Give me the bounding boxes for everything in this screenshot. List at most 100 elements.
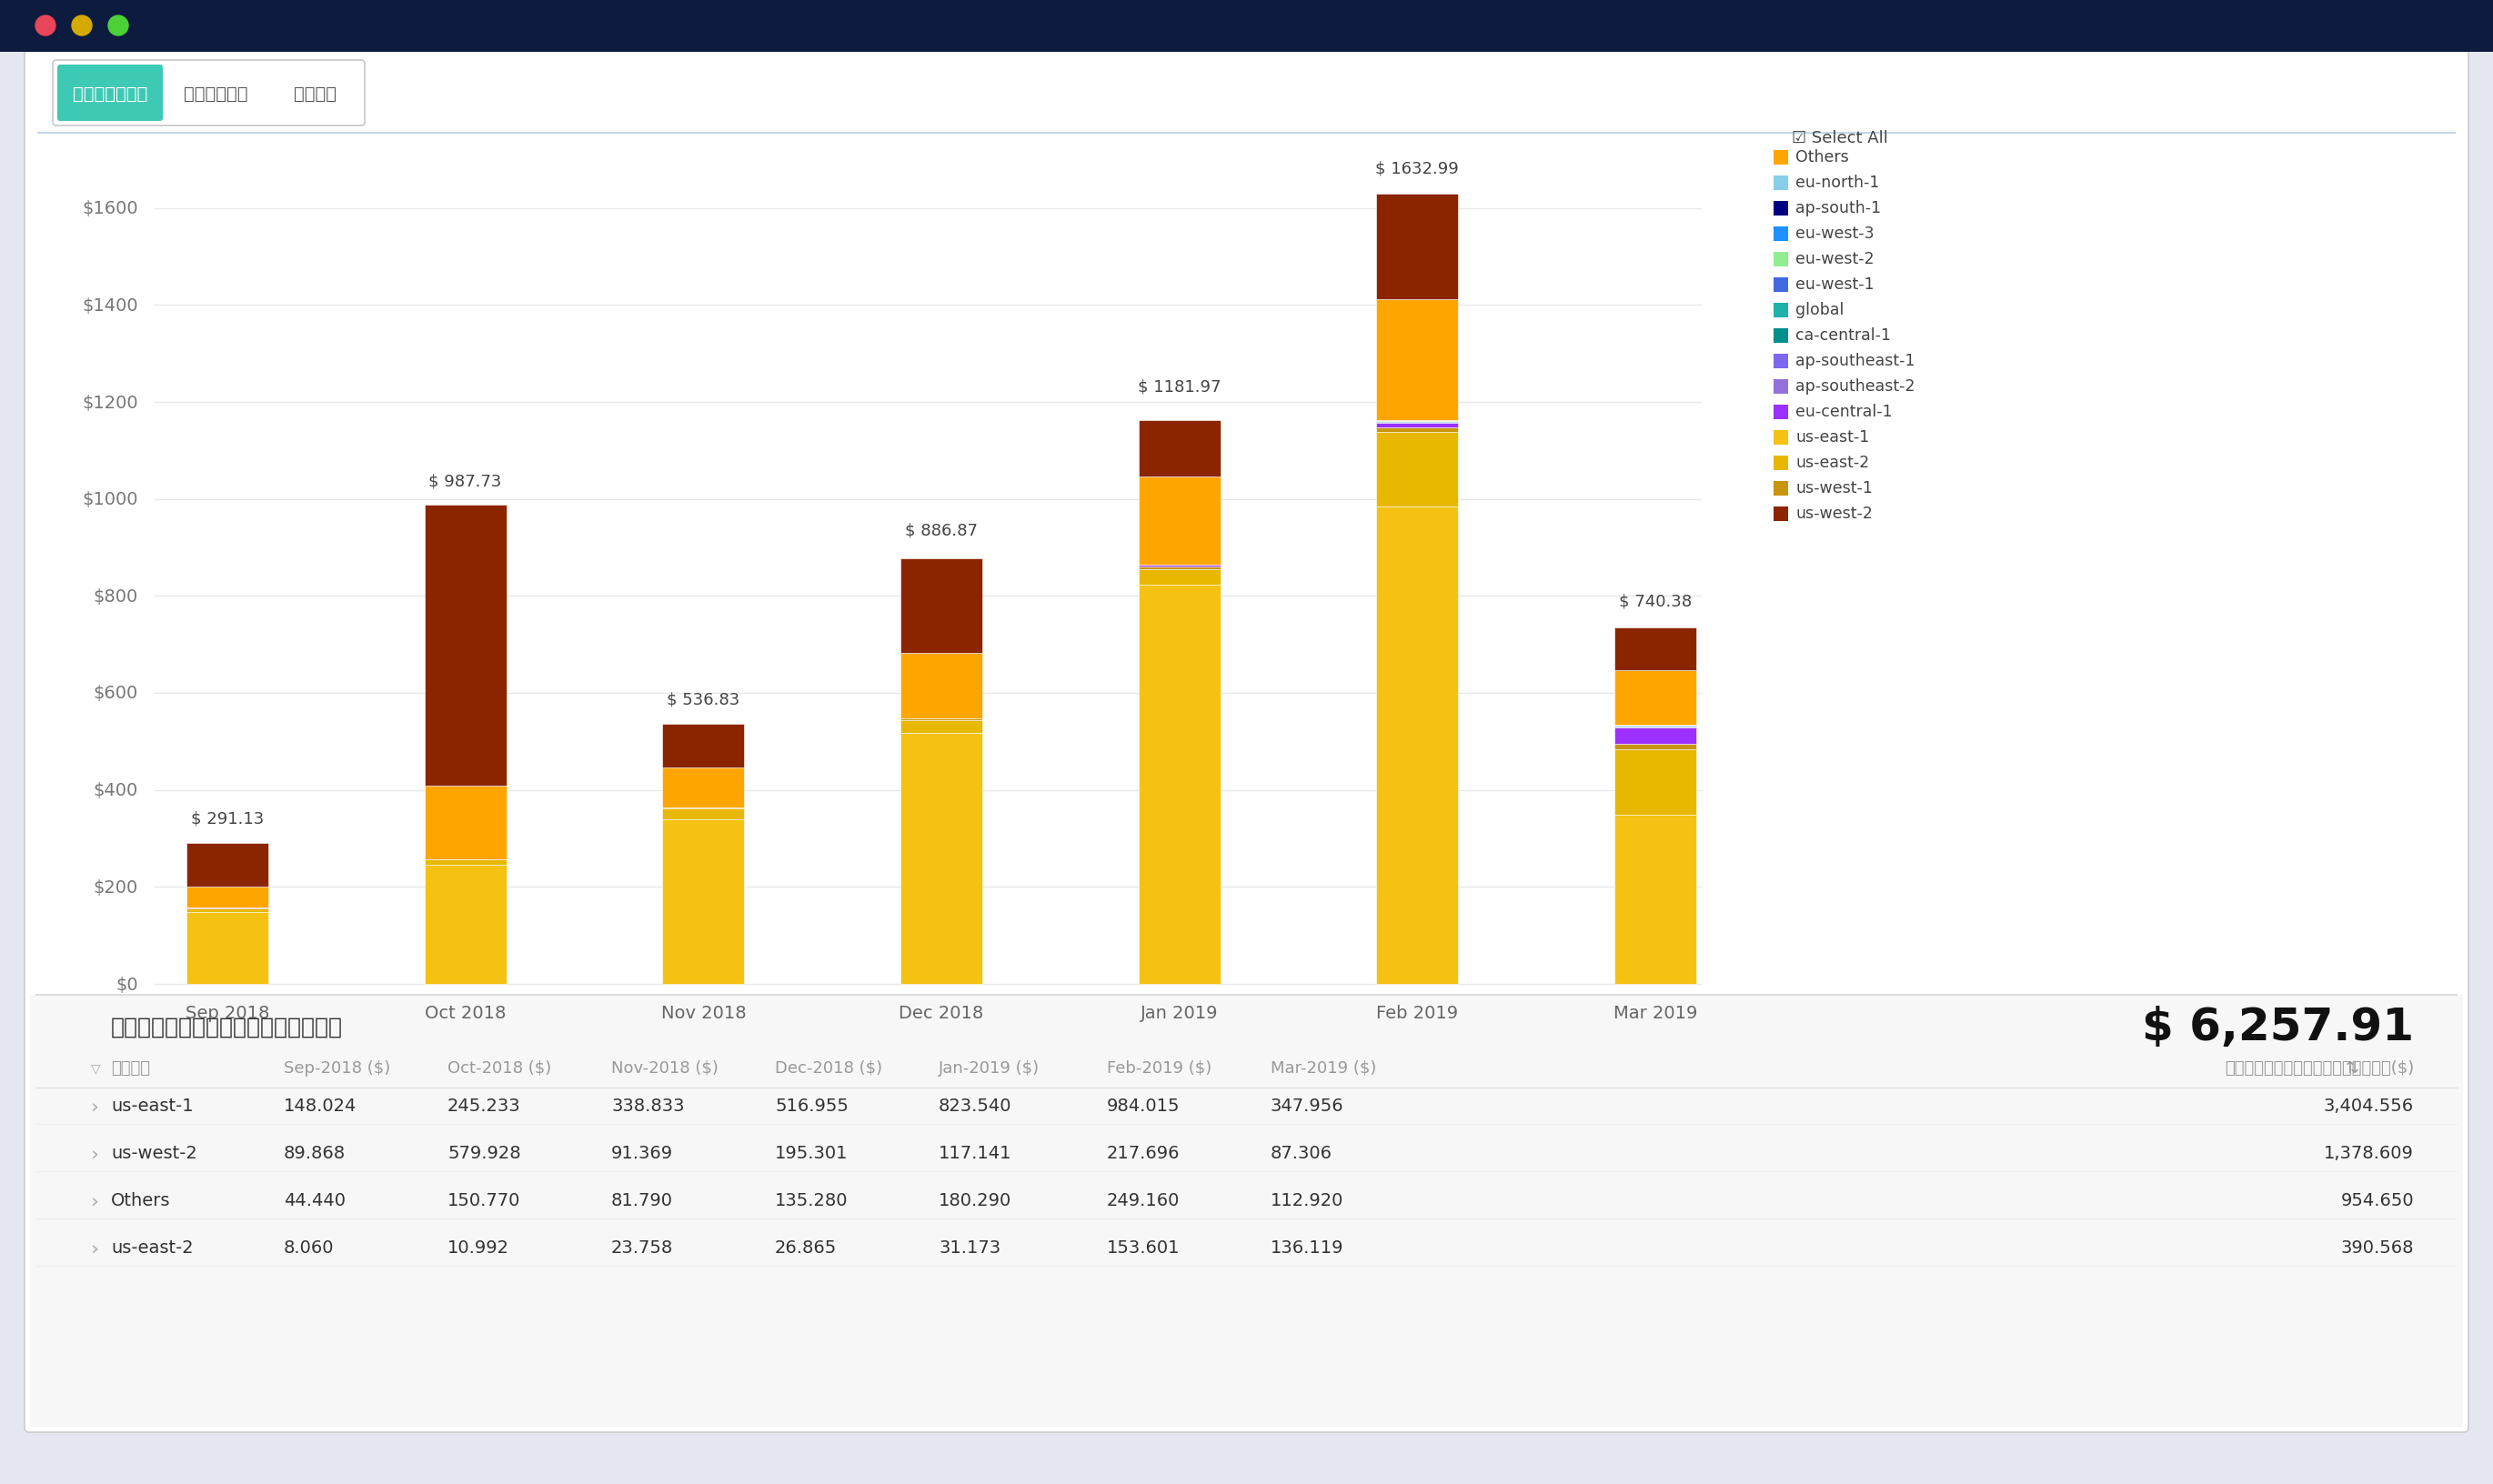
- Bar: [0, 0, 2493, 53]
- Text: us-east-1: us-east-1: [112, 1097, 194, 1114]
- Text: Dec 2018: Dec 2018: [900, 1005, 985, 1021]
- Text: 153.601: 153.601: [1107, 1239, 1179, 1257]
- Text: 195.301: 195.301: [775, 1144, 848, 1162]
- Text: ap-southeast-2: ap-southeast-2: [1795, 378, 1915, 395]
- Text: $1000: $1000: [82, 491, 137, 508]
- Text: Feb-2019 ($): Feb-2019 ($): [1107, 1060, 1212, 1076]
- Text: ca-central-1: ca-central-1: [1795, 326, 1890, 343]
- Text: 347.956: 347.956: [1271, 1097, 1344, 1114]
- Text: 217.696: 217.696: [1107, 1144, 1179, 1162]
- Text: Mar 2019: Mar 2019: [1613, 1005, 1698, 1021]
- Text: ชื่อ: ชื่อ: [112, 1060, 150, 1076]
- Text: eu-north-1: eu-north-1: [1795, 175, 1880, 191]
- Text: us-east-1: us-east-1: [1795, 429, 1870, 445]
- Text: $ 740.38: $ 740.38: [1618, 592, 1693, 608]
- Text: $0: $0: [115, 975, 137, 993]
- Bar: [1773, 380, 1787, 395]
- Text: eu-west-3: eu-west-3: [1795, 226, 1875, 242]
- Text: 117.141: 117.141: [940, 1144, 1012, 1162]
- Text: ▽: ▽: [90, 1061, 100, 1074]
- Circle shape: [35, 16, 55, 36]
- Bar: [900, 721, 982, 733]
- Text: 390.568: 390.568: [2341, 1239, 2413, 1257]
- Text: 136.119: 136.119: [1271, 1239, 1344, 1257]
- Bar: [1773, 329, 1787, 343]
- Text: eu-central-1: eu-central-1: [1795, 404, 1892, 420]
- Text: us-west-1: us-west-1: [1795, 479, 1872, 496]
- Text: 31.173: 31.173: [940, 1239, 1000, 1257]
- Text: แท็ก: แท็ก: [294, 85, 337, 102]
- Text: $ 6,257.91: $ 6,257.91: [2141, 1005, 2413, 1049]
- Bar: [1376, 427, 1458, 433]
- Text: Jan-2019 ($): Jan-2019 ($): [940, 1060, 1040, 1076]
- Text: 150.770: 150.770: [446, 1192, 521, 1209]
- Text: 245.233: 245.233: [446, 1097, 521, 1114]
- Text: 338.833: 338.833: [611, 1097, 686, 1114]
- Bar: [424, 865, 506, 984]
- Bar: [1615, 749, 1695, 816]
- Text: Others: Others: [1795, 148, 1850, 165]
- Bar: [187, 908, 269, 913]
- Text: Mar-2019 ($): Mar-2019 ($): [1271, 1060, 1376, 1076]
- Bar: [1139, 420, 1219, 478]
- Text: 8.060: 8.060: [284, 1239, 334, 1257]
- Text: us-west-2: us-west-2: [1795, 505, 1872, 522]
- Text: ›: ›: [90, 1239, 100, 1257]
- Circle shape: [72, 16, 92, 36]
- Text: ⇅: ⇅: [2346, 1060, 2358, 1076]
- Text: 44.440: 44.440: [284, 1192, 347, 1209]
- Text: us-east-2: us-east-2: [112, 1239, 194, 1257]
- Text: Others: Others: [112, 1192, 170, 1209]
- Bar: [1139, 565, 1219, 567]
- Text: 1,378.609: 1,378.609: [2323, 1144, 2413, 1162]
- Text: eu-west-1: eu-west-1: [1795, 276, 1875, 292]
- Bar: [1773, 151, 1787, 165]
- Bar: [1615, 727, 1695, 745]
- Text: 112.920: 112.920: [1271, 1192, 1344, 1209]
- Bar: [663, 809, 745, 821]
- Bar: [1615, 745, 1695, 749]
- Text: global: global: [1795, 301, 1845, 318]
- Bar: [1376, 508, 1458, 984]
- Text: $1200: $1200: [82, 393, 137, 411]
- Text: $ 1181.97: $ 1181.97: [1137, 378, 1222, 395]
- Bar: [1773, 202, 1787, 217]
- Bar: [900, 653, 982, 718]
- Bar: [187, 843, 269, 886]
- Bar: [1376, 433, 1458, 508]
- Text: 26.865: 26.865: [775, 1239, 838, 1257]
- Text: 135.280: 135.280: [775, 1192, 848, 1209]
- Bar: [1615, 816, 1695, 984]
- Text: Dec-2018 ($): Dec-2018 ($): [775, 1060, 883, 1076]
- Text: 87.306: 87.306: [1271, 1144, 1331, 1162]
- Bar: [1773, 278, 1787, 292]
- Text: eu-west-2: eu-west-2: [1795, 251, 1875, 267]
- Text: $200: $200: [92, 879, 137, 896]
- Bar: [1615, 671, 1695, 726]
- Text: $1600: $1600: [82, 200, 137, 217]
- Bar: [1139, 585, 1219, 984]
- Text: $600: $600: [92, 684, 137, 702]
- Text: 91.369: 91.369: [611, 1144, 673, 1162]
- Text: us-east-2: us-east-2: [1795, 454, 1870, 470]
- Text: ›: ›: [90, 1097, 100, 1114]
- Bar: [1773, 355, 1787, 370]
- Text: 249.160: 249.160: [1107, 1192, 1179, 1209]
- Bar: [663, 724, 745, 769]
- Text: ค่าใช้จ่ายทั้งหมด: ค่าใช้จ่ายทั้งหมด: [112, 1017, 344, 1037]
- Text: $ 1632.99: $ 1632.99: [1376, 160, 1458, 177]
- Bar: [30, 996, 2463, 1426]
- Bar: [1773, 405, 1787, 420]
- Text: Oct 2018: Oct 2018: [424, 1005, 506, 1021]
- Bar: [663, 769, 745, 807]
- Bar: [424, 861, 506, 865]
- Bar: [424, 787, 506, 859]
- Text: $ 987.73: $ 987.73: [429, 473, 501, 490]
- Text: ap-south-1: ap-south-1: [1795, 200, 1882, 217]
- Text: us-west-2: us-west-2: [112, 1144, 197, 1162]
- Text: ค่าใช้จ่ายทั้งหมด($): ค่าใช้จ่ายทั้งหมด($): [2224, 1060, 2413, 1076]
- Text: Sep-2018 ($): Sep-2018 ($): [284, 1060, 391, 1076]
- Bar: [1773, 252, 1787, 267]
- Bar: [1139, 570, 1219, 585]
- Text: 579.928: 579.928: [446, 1144, 521, 1162]
